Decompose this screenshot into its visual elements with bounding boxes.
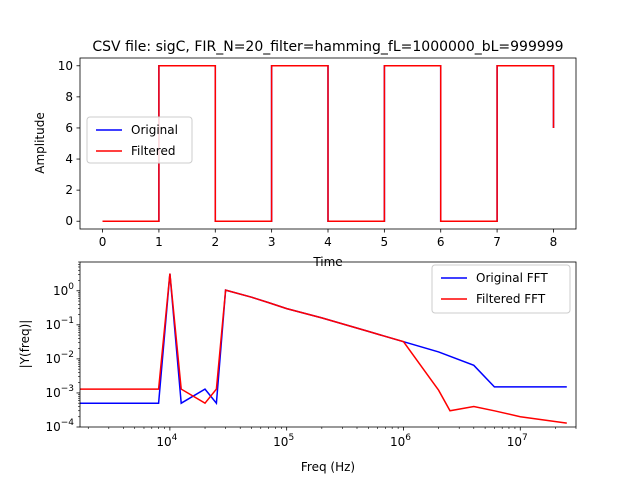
x-tick-label: 106 [390, 433, 411, 449]
bottom-x-axis-label: Freq (Hz) [301, 460, 355, 474]
legend-label-filtered-fft: Filtered FFT [476, 292, 546, 306]
top-x-axis-label: Time [312, 255, 342, 269]
y-tick-label: 10−1 [45, 316, 74, 332]
series-line-filtered [102, 65, 555, 222]
x-tick-label: 4 [324, 235, 332, 249]
y-tick-label: 10−2 [45, 350, 74, 366]
top-legend: Original Filtered [86, 116, 193, 164]
y-tick-label: 2 [65, 183, 73, 197]
bottom-y-axis-label: |Y(freq)| [18, 320, 32, 369]
x-tick-label: 5 [381, 235, 389, 249]
y-tick-label: 6 [65, 121, 73, 135]
y-tick-label: 100 [53, 282, 74, 298]
x-tick-label: 104 [156, 433, 177, 449]
x-tick-label: 0 [99, 235, 107, 249]
top-y-axis-label: Amplitude [33, 112, 47, 174]
y-tick-label: 10−3 [45, 384, 74, 400]
x-tick-label: 7 [493, 235, 501, 249]
y-tick-label: 0 [65, 214, 73, 228]
bottom-plot: 104 105 106 107 10−4 10−3 10−2 10−1 100 Original … [45, 261, 577, 449]
top-plot: 0 1 2 3 4 5 6 7 8 0 2 4 6 8 10 Original Filtered [58, 57, 577, 249]
x-tick-label: 8 [550, 235, 558, 249]
bottom-axes-frame [79, 261, 577, 428]
legend-label-filtered: Filtered [131, 144, 175, 158]
y-tick-label: 10 [58, 59, 73, 73]
y-tick-label: 10−4 [45, 418, 74, 434]
y-tick-label: 8 [65, 90, 73, 104]
legend-label-original-fft: Original FFT [476, 271, 548, 285]
bottom-data [80, 273, 567, 424]
chart-title-top: CSV file: sigC, FIR_N=20_filter=hamming_… [92, 39, 563, 55]
x-tick-label: 3 [268, 235, 276, 249]
bottom-legend: Original FFT Filtered FFT [431, 264, 571, 314]
series-line-filtered-fft [80, 273, 567, 424]
x-tick-label: 107 [507, 433, 528, 449]
y-tick-label: 4 [65, 152, 73, 166]
x-tick-label: 105 [273, 433, 294, 449]
x-tick-label: 1 [155, 235, 163, 249]
legend-frame [431, 264, 571, 314]
x-tick-label: 6 [437, 235, 445, 249]
legend-label-original: Original [131, 123, 178, 137]
x-tick-label: 2 [211, 235, 219, 249]
